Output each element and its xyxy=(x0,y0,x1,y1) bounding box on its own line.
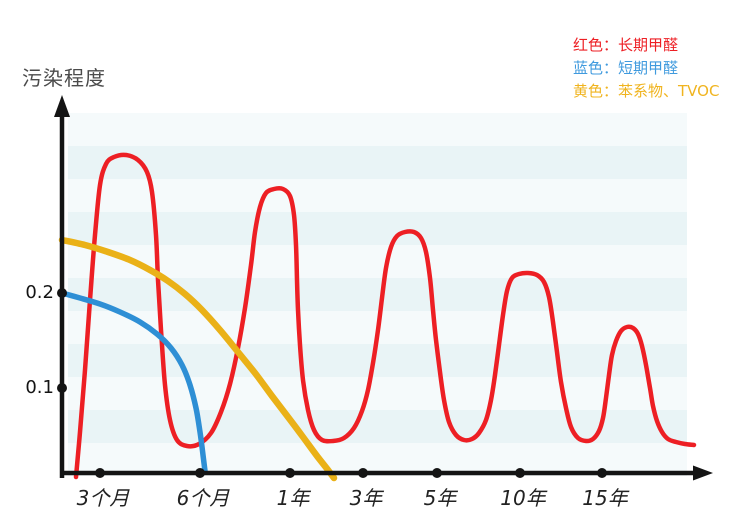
background-stripe xyxy=(68,377,687,410)
background-stripe xyxy=(68,146,687,179)
x-tick-label: 10年 xyxy=(500,486,546,510)
x-tick-dot xyxy=(195,468,205,478)
background-stripe xyxy=(68,179,687,212)
x-tick-dot xyxy=(515,468,525,478)
x-tick-dot xyxy=(358,468,368,478)
legend-item: 蓝色：短期甲醛 xyxy=(573,59,679,77)
chart-legend: 红色：长期甲醛 蓝色：短期甲醛黄色：苯系物、TVOC xyxy=(573,36,719,101)
y-tick-label: 0.2 xyxy=(25,282,54,303)
x-tick-label: 6个月 xyxy=(176,486,230,510)
series-red-long-term-formaldehyde xyxy=(73,152,697,480)
legend-item: 红色：长期甲醛 xyxy=(573,36,679,54)
background-stripe xyxy=(68,245,687,278)
x-tick-label: 1年 xyxy=(276,486,310,510)
background-stripe xyxy=(68,443,687,476)
x-tick-dot xyxy=(432,468,442,478)
x-tick-dot xyxy=(597,468,607,478)
background-stripe xyxy=(68,212,687,245)
x-tick-dot xyxy=(285,468,295,478)
y-tick-dot xyxy=(57,383,67,393)
series-yellow-benzene-tvoc xyxy=(58,236,338,482)
x-axis-arrow xyxy=(693,465,713,481)
y-axis-title: 污染程度 xyxy=(22,66,106,90)
x-tick-dot xyxy=(95,468,105,478)
background-stripe xyxy=(68,113,687,146)
series-blue-short-term-formaldehyde xyxy=(59,290,208,474)
y-tick-dot xyxy=(57,288,67,298)
x-tick-label: 5年 xyxy=(423,486,457,510)
x-tick-label: 3年 xyxy=(349,486,383,510)
y-axis-arrow xyxy=(54,95,70,117)
y-tick-label: 0.1 xyxy=(25,377,54,398)
x-tick-label: 15年 xyxy=(582,486,628,510)
x-tick-label: 3个月 xyxy=(76,486,130,510)
legend-item: 黄色：苯系物、TVOC xyxy=(573,82,720,100)
